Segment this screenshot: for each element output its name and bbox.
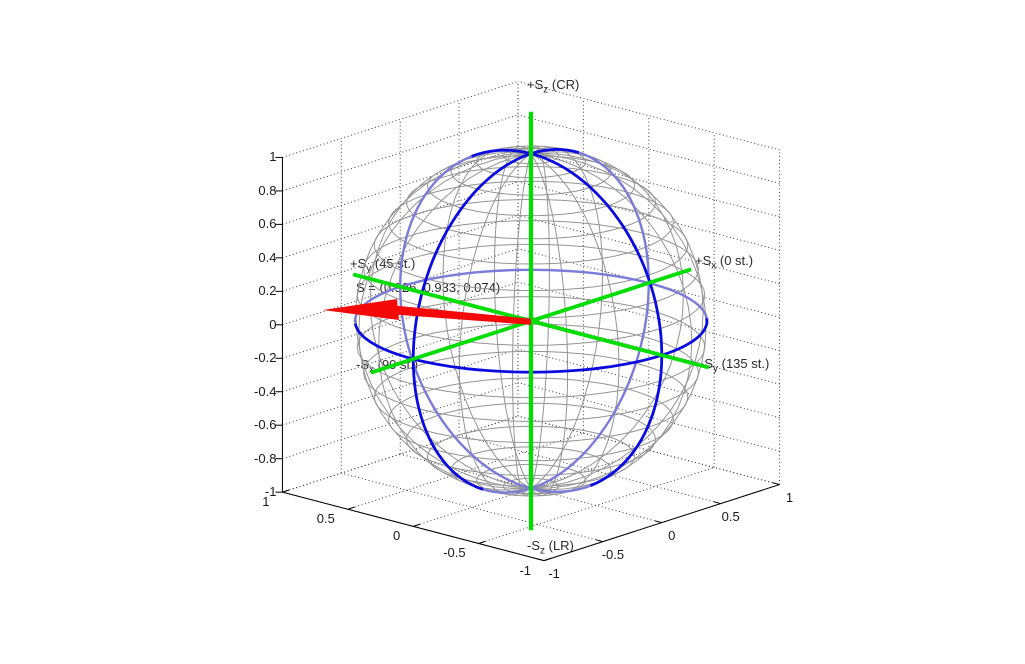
- x-tick-label: -0.5: [601, 546, 625, 562]
- z-tick-label: 1: [269, 149, 277, 165]
- z-tick-label: -0.2: [254, 350, 277, 366]
- y-tick-label: -0.5: [443, 545, 466, 561]
- x-tick-label: -1: [548, 565, 560, 581]
- x-tick-label: 1: [785, 489, 794, 505]
- x-tick-label: 0.5: [721, 508, 740, 524]
- z-tick-label: 0.2: [258, 283, 277, 299]
- z-tick-label: 0.6: [258, 216, 277, 232]
- y-tick-label: 1: [262, 494, 270, 510]
- y-tick-label: -1: [519, 562, 532, 578]
- y-tick-label: 0: [392, 528, 401, 544]
- z-tick-label: 0.4: [258, 249, 277, 265]
- x-tick-label: 0: [668, 527, 676, 543]
- axis-label-pos-sx: +Sx (0 st.): [695, 253, 754, 272]
- z-tick-label: 0: [269, 316, 277, 332]
- axis-label-neg-sz: -Sz (LR): [527, 538, 574, 557]
- great-circles-front: [353, 147, 709, 491]
- z-tick-label: -0.4: [254, 383, 277, 399]
- y-tick-label: 0.5: [316, 511, 335, 527]
- z-tick-label: -1: [264, 484, 277, 500]
- z-tick-label: -0.8: [254, 450, 277, 466]
- z-tick-label: 0.8: [258, 182, 277, 198]
- z-tick-label: -0.6: [254, 417, 277, 433]
- stokes-vector-arrow: [323, 299, 531, 325]
- axis-label-pos-sz: +Sz (CR): [527, 77, 580, 96]
- axes-box-edges: [275, 156, 780, 562]
